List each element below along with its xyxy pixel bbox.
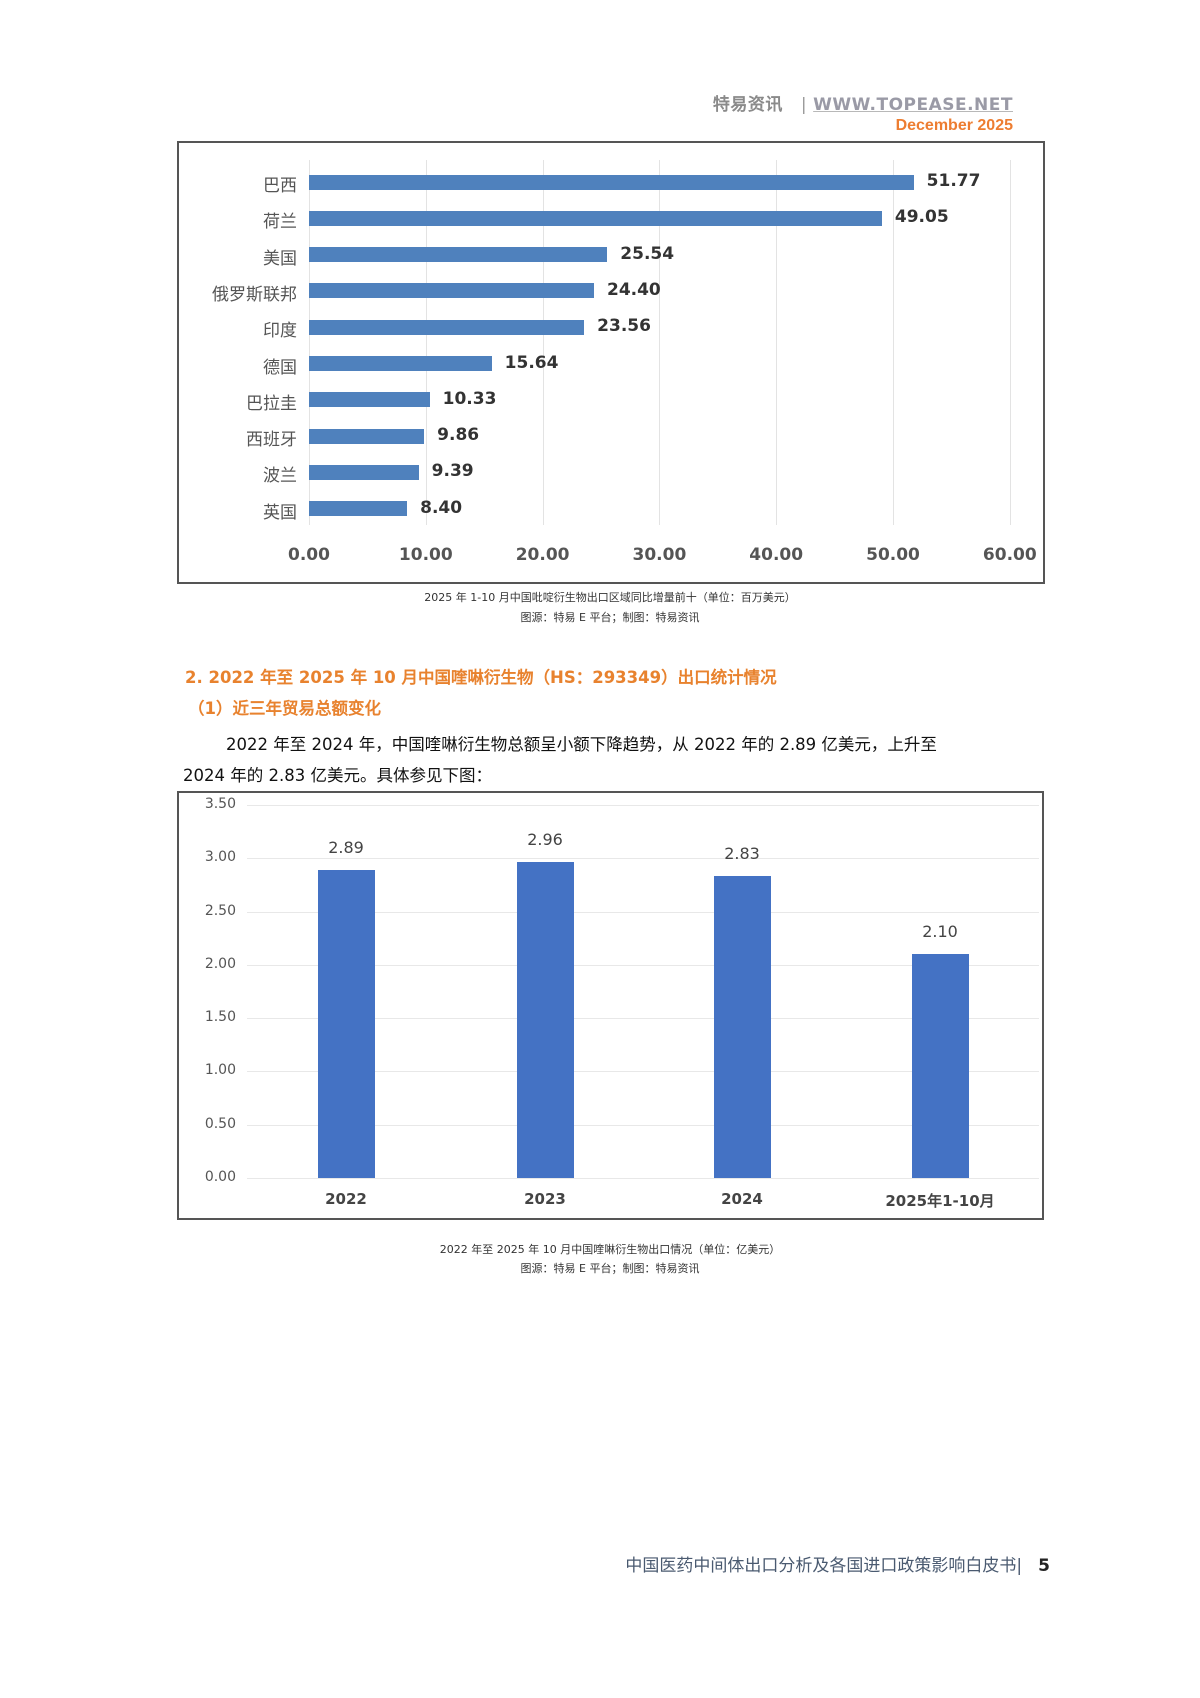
chart1-x-tick-label: 40.00 [749,545,804,565]
chart1-source: 图源：特易 E 平台；制图：特易资讯 [520,611,700,624]
chart2-caption: 2022 年至 2025 年 10 月中国喹啉衍生物出口情况（单位：亿美元） [439,1243,781,1256]
chart1-bar [309,210,882,226]
chart1-bar [309,174,914,190]
chart2-y-tick-label: 1.50 [204,1009,236,1026]
chart2-y-tick-label: 3.50 [204,795,236,812]
chart1-value-label: 23.56 [597,316,651,337]
chart1-bar [309,464,419,480]
chart1-value-label: 24.40 [606,279,661,300]
header-date: December 2025 [895,117,1013,134]
chart1-category-label: 印度 [263,321,297,342]
chart2-bar [516,862,574,1178]
chart1-plot: 0.00 10.00 20.00 30.00 40.00 50.00 60.00 巴西 51.7… [0,0,1200,600]
chart2-y-tick-label: 2.00 [204,955,236,972]
section-heading: 2. 2022 年至 2025 年 10 月中国喹啉衍生物（HS：293349）… [185,668,777,687]
chart1-category-label: 英国 [263,502,297,523]
chart1-category-label: 德国 [263,357,297,378]
chart1-caption: 2025 年 1-10 月中国吡啶衍生物出口区域同比增量前十（单位：百万美元） [424,591,796,604]
brand-name: 特易资讯 [712,95,783,115]
chart2-plot: 0.00 0.50 1.00 1.50 2.00 2.50 3.00 3.50 2.89 2022… [204,795,1039,1210]
chart2-value-label: 2.83 [724,844,760,864]
chart1-value-label: 8.40 [420,497,463,518]
chart1-category-label: 巴西 [263,176,297,196]
chart2-gridline [247,1071,1039,1073]
chart1-value-label: 49.05 [894,207,949,228]
paragraph-line-2: 2024 年的 2.83 亿美元。具体参见下图： [183,766,492,785]
chart1-x-tick-label: 20.00 [515,545,570,565]
chart2-gridline [247,964,1039,966]
chart1-category-label: 西班牙 [246,430,297,451]
chart2-bar [911,954,969,1178]
chart1-gridline [776,160,778,525]
chart1-gridline [309,160,310,525]
chart2-y-tick-label: 0.50 [204,1115,236,1132]
chart2-gridline [247,804,1039,806]
chart1-x-tick-label: 30.00 [632,545,687,565]
chart2-gridline [247,1124,1039,1126]
chart1-bar [309,501,408,517]
paragraph-line-1: 2022 年至 2024 年，中国喹啉衍生物总额呈小额下降趋势，从 2022 年… [226,735,937,754]
chart1-x-tick-label: 0.00 [288,545,330,565]
chart1-category-label: 巴拉圭 [246,393,297,414]
website-link[interactable]: WWW.TOPEASE.NET [813,95,1013,115]
chart1-bar [309,392,430,408]
chart2-y-tick-label: 1.00 [204,1062,236,1079]
footer-title: 中国医药中间体出口分析及各国进口政策影响白皮书| [625,1556,1023,1576]
page-number: 5 [1038,1556,1050,1576]
footer: 中国医药中间体出口分析及各国进口政策影响白皮书| 5 [625,1551,1050,1576]
chart1-category-label: 波兰 [263,466,297,487]
chart2-gridline [247,1178,1039,1179]
chart1-value-label: 9.86 [437,425,480,446]
header-brand-line: 特易资讯 | WWW.TOPEASE.NET [713,90,1013,115]
chart1-gridline [893,160,894,525]
chart1-value-label: 9.39 [431,461,474,482]
chart1-value-label: 15.64 [504,352,559,373]
chart1-gridline [425,160,427,525]
chart1-value-label: 25.54 [620,243,675,264]
chart1-bar [309,356,492,371]
chart2-bar [713,876,771,1178]
chart2-y-tick-label: 0.00 [204,1169,236,1185]
chart1-bar [309,428,425,444]
chart2-category-label: 2022 [325,1190,367,1208]
chart1-category-label: 美国 [263,248,297,269]
chart1-value-label: 10.33 [442,388,497,409]
chart2-value-label: 2.10 [922,922,958,942]
chart1-category-label: 俄罗斯联邦 [212,284,297,305]
chart1-gridline [659,160,661,525]
chart2-gridline [247,911,1039,913]
header-separator: | [800,95,808,115]
chart2-gridline [247,1018,1039,1020]
chart2-gridline [247,858,1039,860]
chart1-bar [309,283,594,299]
chart2-bar [317,869,375,1178]
chart1-x-tick-label: 60.00 [982,545,1037,565]
chart2-value-label: 2.96 [527,830,563,850]
chart2-category-label: 2023 [524,1190,566,1208]
chart1-value-label: 51.77 [926,171,981,191]
chart1-bar [309,319,585,335]
section-subheading: （1）近三年贸易总额变化 [188,699,381,718]
chart2-source: 图源：特易 E 平台；制图：特易资讯 [520,1262,700,1275]
chart2-value-label: 2.89 [328,837,364,857]
chart2-category-label: 2025年1-10月 [885,1192,995,1210]
chart1-gridline [1009,160,1011,525]
chart1-category-label: 荷兰 [263,212,297,233]
chart2-category-label: 2024 [721,1190,763,1208]
chart1-bar [309,247,608,263]
chart1-x-tick-label: 50.00 [866,545,920,565]
chart2-y-tick-label: 2.50 [204,902,236,919]
chart1-x-tick-label: 10.00 [398,545,453,565]
chart2-y-tick-label: 3.00 [204,849,236,866]
chart1-gridline [542,160,544,525]
